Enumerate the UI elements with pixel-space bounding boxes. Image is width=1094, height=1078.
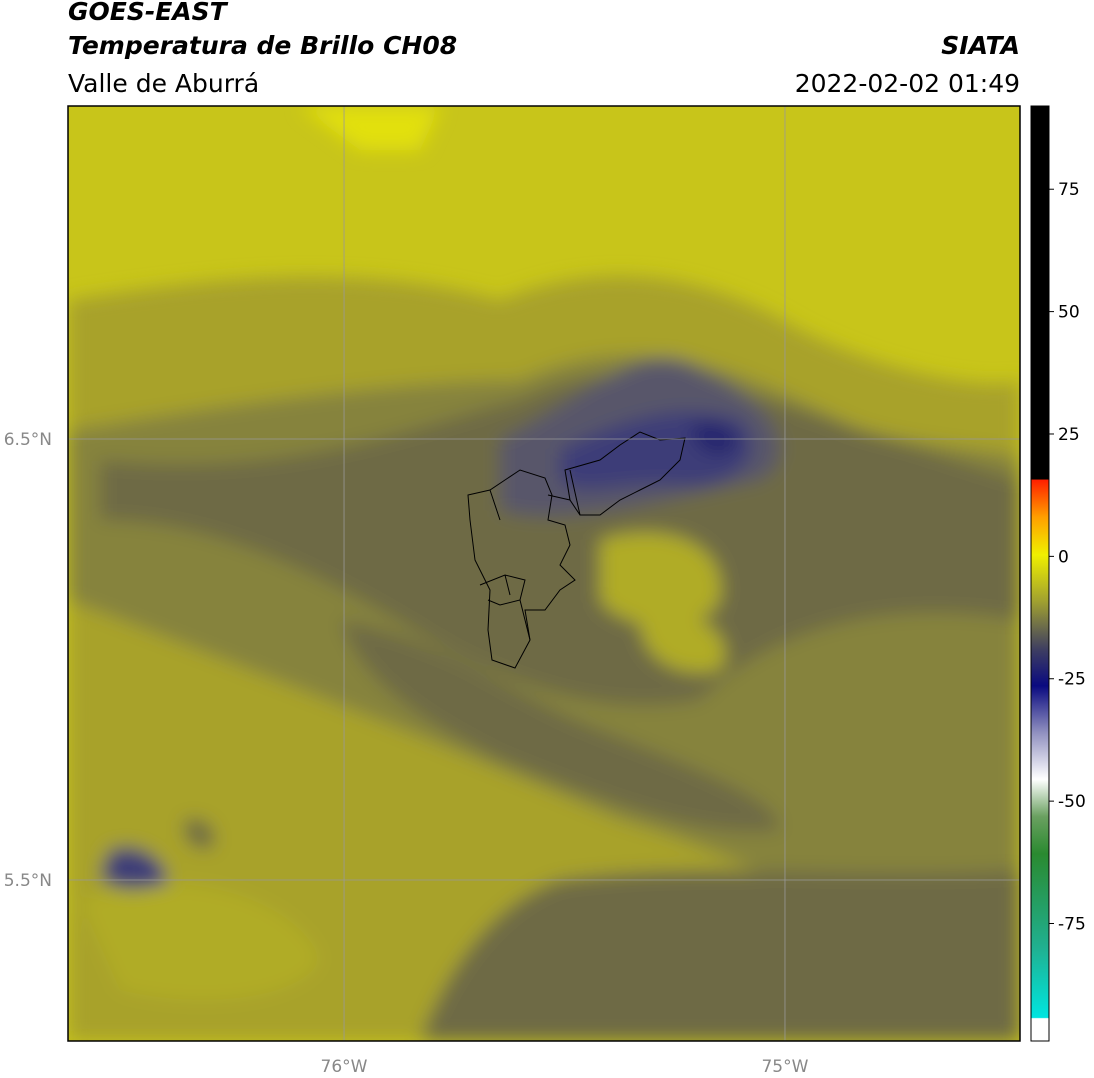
colorbar-tick-label: -50 bbox=[1058, 792, 1086, 812]
colorbar-tick-label: 50 bbox=[1058, 303, 1080, 323]
map-frame bbox=[67, 105, 1021, 1042]
colorbar-tick-label: 75 bbox=[1058, 180, 1080, 200]
y-tick-label: 5.5°N bbox=[4, 871, 52, 891]
temperature-field bbox=[68, 106, 1020, 1041]
region: Valle de Aburrá bbox=[68, 69, 259, 98]
municipal-boundaries bbox=[467, 431, 686, 669]
grid bbox=[68, 106, 1020, 1041]
colorbar-tick-label: -25 bbox=[1058, 670, 1086, 690]
colorbar-tick-label: -75 bbox=[1058, 915, 1086, 935]
datetime: 2022-02-02 01:49 bbox=[795, 69, 1020, 98]
x-tick-label: 75°W bbox=[761, 1057, 808, 1077]
subtitle: Temperatura de Brillo CH08 bbox=[68, 31, 457, 60]
colorbar-tick-label: 0 bbox=[1058, 547, 1069, 567]
colorbar bbox=[1030, 105, 1050, 1042]
map bbox=[68, 106, 1020, 1041]
brand: SIATA bbox=[941, 31, 1020, 60]
x-tick-label: 76°W bbox=[321, 1057, 368, 1077]
colorbar-tick-label: 25 bbox=[1058, 425, 1080, 445]
y-tick-label: 6.5°N bbox=[4, 430, 52, 450]
title: GOES-EAST bbox=[68, 0, 229, 26]
